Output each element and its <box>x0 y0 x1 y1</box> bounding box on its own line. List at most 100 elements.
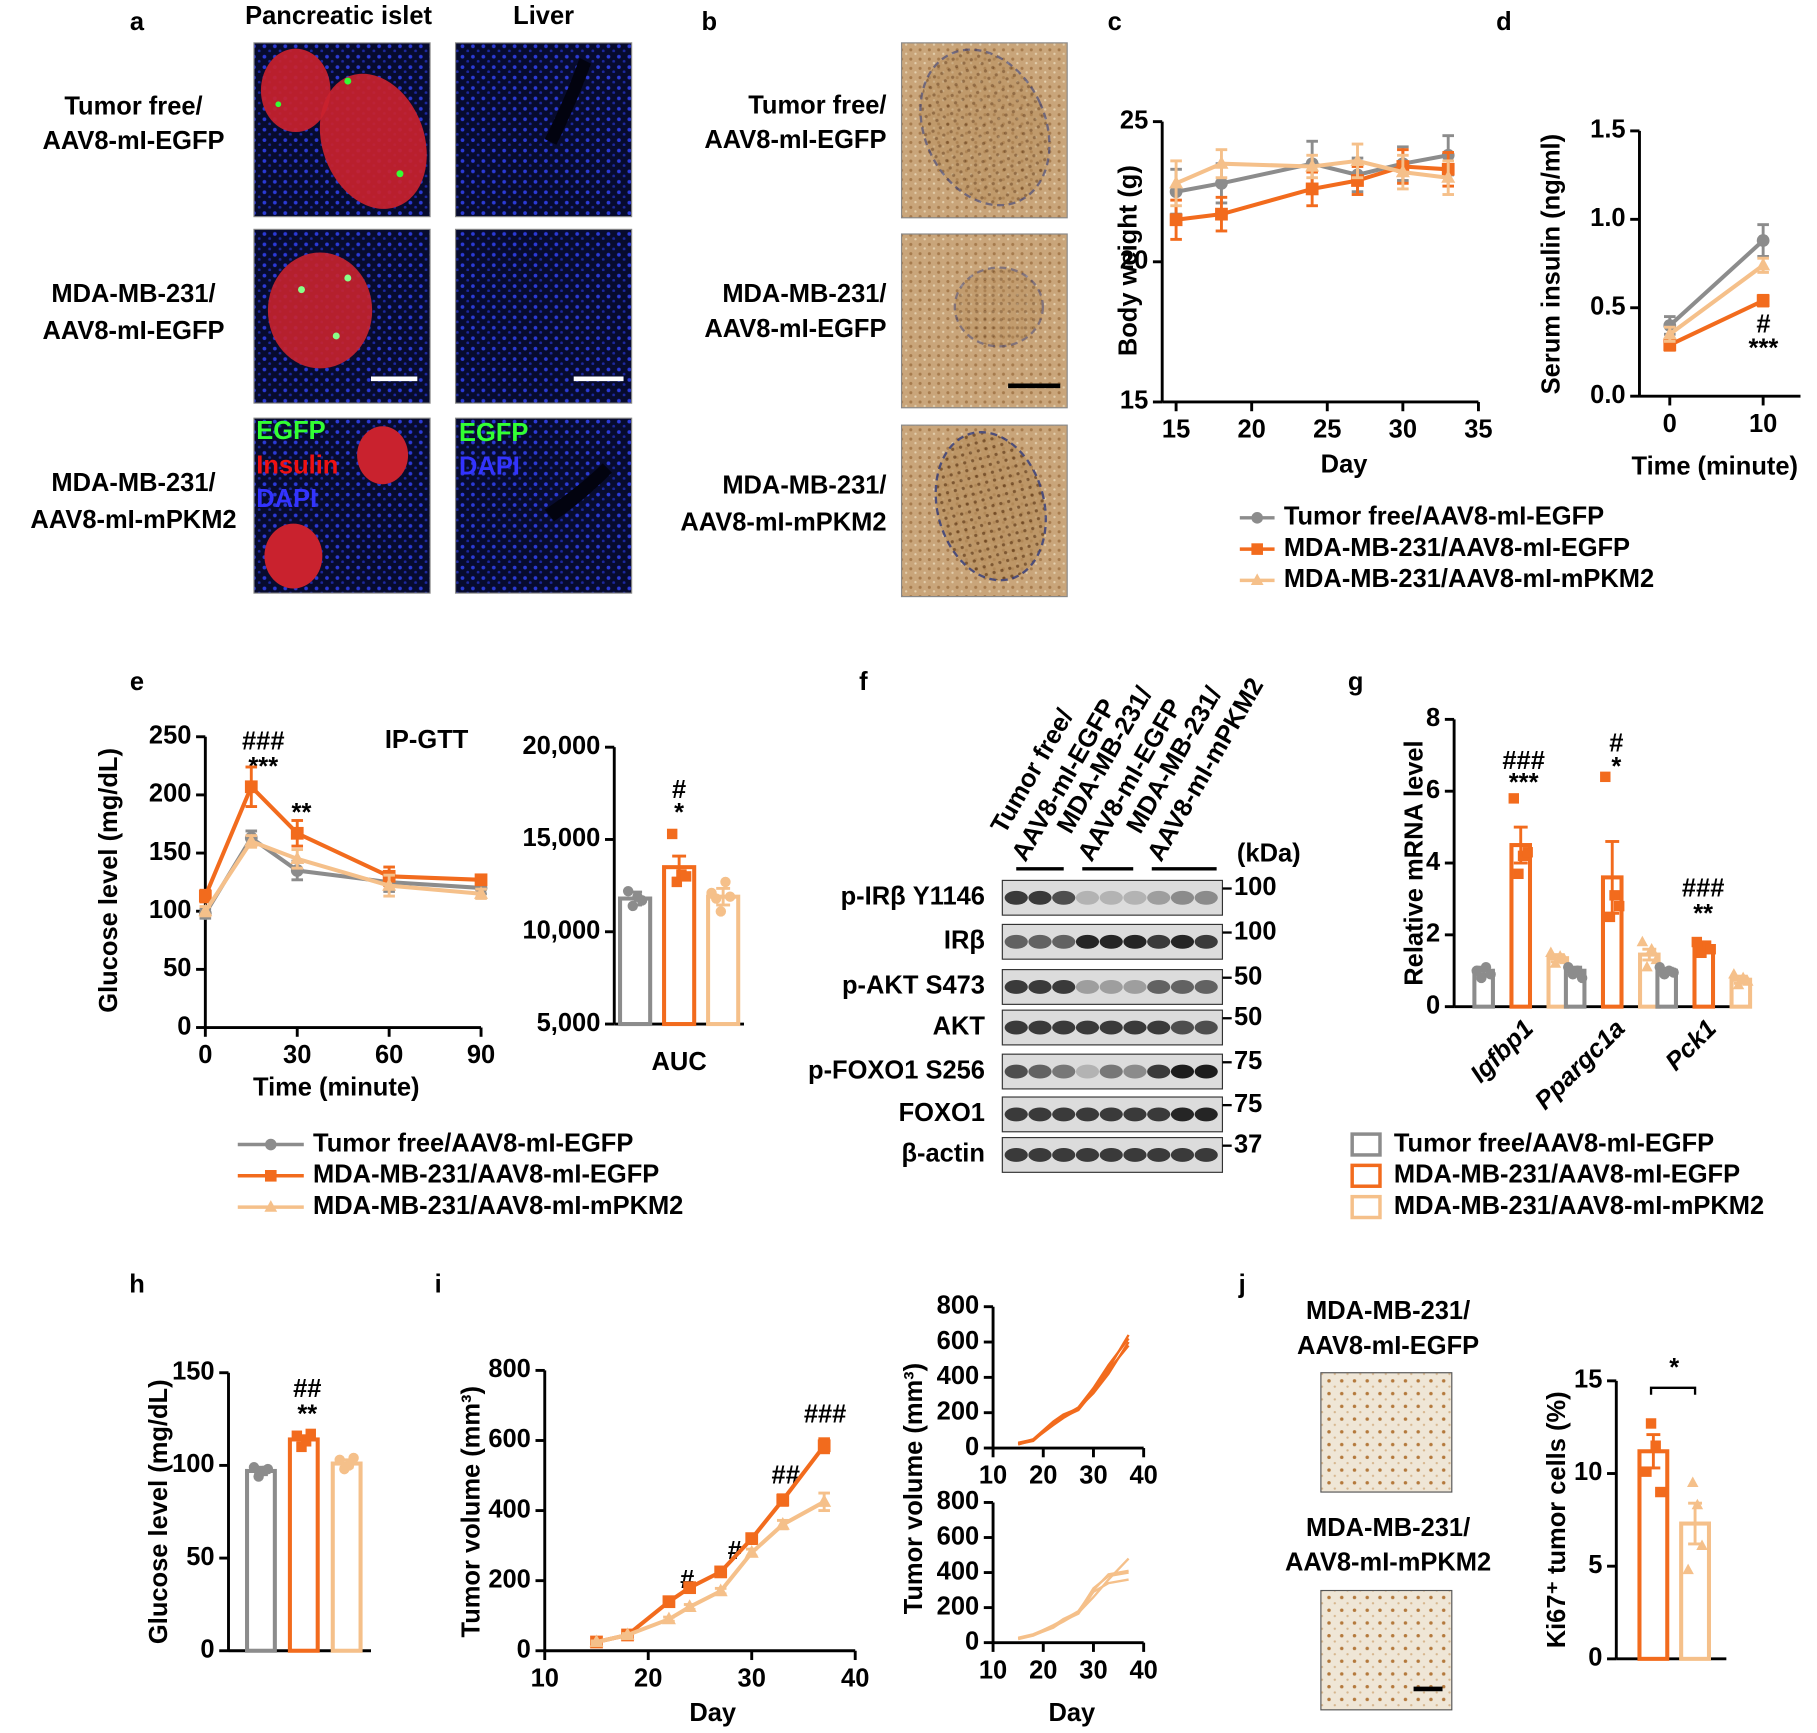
x-tick-label: 20 <box>634 1664 662 1692</box>
y-tick-label: 800 <box>937 1291 979 1319</box>
stain-label: EGFP <box>459 419 528 447</box>
marker <box>262 1463 274 1475</box>
panel-b-images <box>900 42 1068 598</box>
bar <box>330 1461 363 1653</box>
stain-label: DAPI <box>459 453 520 481</box>
marker <box>817 1494 832 1507</box>
band <box>1052 1147 1076 1162</box>
band <box>1028 1064 1052 1079</box>
annotation: # <box>1756 310 1770 338</box>
x-tick-label: 30 <box>1079 1656 1107 1684</box>
annotation: * <box>674 799 684 827</box>
band <box>1147 1147 1171 1162</box>
chart-title: IP-GTT <box>385 726 469 754</box>
band <box>1123 1147 1147 1162</box>
marker <box>1214 156 1229 169</box>
panel-letter: h <box>129 1271 145 1299</box>
band <box>1028 1020 1052 1035</box>
row-label: AAV8-mI-mPKM2 <box>680 508 886 536</box>
band <box>1052 934 1076 949</box>
legend-label: MDA-MB-231/AAV8-mI-EGFP <box>313 1161 659 1189</box>
band <box>1123 1020 1147 1035</box>
y-axis-label: Relative mRNA level <box>1401 740 1429 985</box>
marker <box>1215 176 1228 190</box>
row-label: MDA-MB-231/ <box>51 469 215 497</box>
annotation: ### <box>1682 874 1725 902</box>
band <box>1170 890 1195 905</box>
band <box>1052 980 1076 994</box>
band <box>1194 1107 1218 1122</box>
marker <box>1655 1486 1666 1498</box>
y-tick-label: 2 <box>1426 920 1440 948</box>
marker <box>1645 942 1658 954</box>
y-tick-label: 0 <box>965 1433 979 1461</box>
y-tick-label: 0.5 <box>1590 292 1625 320</box>
y-axis-label: Tumor volume (mm³) <box>900 1363 928 1614</box>
marker <box>671 876 683 888</box>
x-tick-label: 30 <box>283 1041 311 1069</box>
annotation: ### <box>242 727 285 755</box>
y-tick-label: 600 <box>937 1522 979 1550</box>
marker <box>290 826 304 840</box>
annotation: ** <box>297 1400 317 1428</box>
marker <box>1728 968 1740 979</box>
band <box>1004 1147 1028 1162</box>
marker <box>715 906 727 917</box>
marker <box>683 1581 697 1595</box>
annotation: ** <box>1693 900 1713 928</box>
blot-label: AKT <box>933 1012 986 1040</box>
data-line <box>1017 1334 1130 1446</box>
x-tick-label: 30 <box>738 1664 766 1692</box>
y-axis-label: Body weight (g) <box>1114 165 1142 356</box>
marker <box>300 1436 312 1447</box>
marker <box>1604 911 1616 923</box>
data-line <box>1668 298 1765 347</box>
row-label: MDA-MB-231/ <box>722 471 886 499</box>
column-header: Liver <box>513 2 574 30</box>
x-axis-label: Time (minute) <box>253 1074 420 1102</box>
row-label: Tumor free/ <box>64 92 202 120</box>
band <box>1004 1107 1028 1122</box>
marker <box>1215 207 1228 221</box>
marker <box>662 1595 676 1609</box>
marker <box>1250 573 1264 586</box>
band <box>1099 1020 1123 1035</box>
marker <box>343 1460 355 1471</box>
marker <box>1682 1563 1694 1575</box>
data-line <box>1175 153 1449 194</box>
band <box>1075 890 1100 905</box>
data-line <box>1668 239 1765 327</box>
x-axis-label: Day <box>1321 450 1369 478</box>
y-tick-label: 200 <box>149 780 191 808</box>
y-axis-label: Glucose level (mg/dL) <box>95 748 123 1013</box>
marker <box>680 871 692 882</box>
band <box>1028 1107 1052 1122</box>
x-tick-label: 10 <box>979 1656 1007 1684</box>
marker <box>1636 935 1649 947</box>
marker <box>627 900 639 912</box>
x-axis-label: Day <box>689 1699 737 1727</box>
y-axis-label: Ki67⁺ tumor cells (%) <box>1543 1391 1571 1648</box>
marker <box>244 780 258 794</box>
y-tick-label: 0 <box>1588 1644 1602 1672</box>
marker <box>636 895 648 906</box>
band <box>1147 934 1171 949</box>
marker <box>776 1493 790 1507</box>
row-label: MDA-MB-231/ <box>722 280 886 308</box>
marker <box>1609 890 1620 901</box>
data-line <box>1175 164 1449 222</box>
marker <box>1471 965 1482 976</box>
y-tick-label: 0 <box>200 1635 214 1663</box>
marker <box>474 886 489 899</box>
row-label: AAV8-mI-EGFP <box>1297 1332 1479 1360</box>
marker <box>198 889 212 903</box>
legend-label: MDA-MB-231/AAV8-mI-mPKM2 <box>1284 565 1654 593</box>
marker <box>1395 164 1410 178</box>
bar <box>245 1468 277 1653</box>
x-tick-label: 10 <box>531 1664 559 1692</box>
annotation: ## <box>293 1375 321 1403</box>
x-tick-label: 90 <box>467 1041 495 1069</box>
x-tick-label: 0 <box>1663 410 1677 438</box>
marker <box>474 873 488 887</box>
marker <box>1641 960 1653 972</box>
